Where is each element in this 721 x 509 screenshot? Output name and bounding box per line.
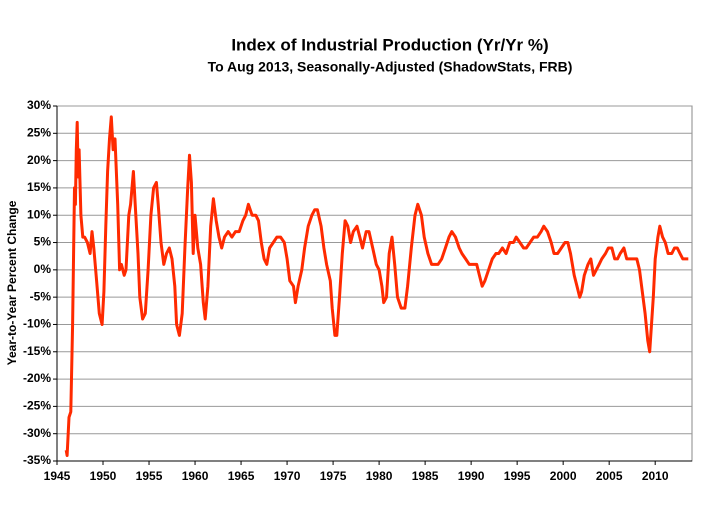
x-tick-label: 1985 — [412, 469, 439, 483]
y-tick-label: -15% — [23, 344, 51, 358]
y-tick-label: 5% — [34, 235, 52, 249]
x-tick-label: 1980 — [366, 469, 393, 483]
plot-area — [56, 105, 693, 462]
x-tick-label: 1960 — [182, 469, 209, 483]
data-line — [64, 115, 689, 457]
x-tick-label: 1970 — [274, 469, 301, 483]
x-tick-label: 2005 — [596, 469, 623, 483]
y-tick-label: 25% — [27, 125, 51, 139]
y-tick-label: -10% — [23, 317, 51, 331]
chart-title: Index of Industrial Production (Yr/Yr %) — [231, 35, 548, 54]
y-tick-label: 0% — [34, 262, 52, 276]
y-tick-label: -30% — [23, 426, 51, 440]
chart-subtitle: To Aug 2013, Seasonally-Adjusted (Shadow… — [208, 59, 573, 75]
x-tick-label: 1965 — [228, 469, 255, 483]
y-axis-label: Year-to-Year Percent Change — [5, 200, 19, 365]
x-tick-label: 1945 — [44, 469, 71, 483]
x-tick-label: 1955 — [136, 469, 163, 483]
y-tick-label: 30% — [27, 98, 51, 112]
y-tick-label: 20% — [27, 153, 51, 167]
y-tick-label: 10% — [27, 207, 51, 221]
x-tick-label: 1990 — [458, 469, 485, 483]
x-tick-label: 1975 — [320, 469, 347, 483]
y-tick-label: -5% — [30, 289, 52, 303]
x-tick-label: 2010 — [642, 469, 669, 483]
y-tick-label: -35% — [23, 453, 51, 467]
x-tick-label: 1995 — [504, 469, 531, 483]
y-tick-label: -20% — [23, 371, 51, 385]
x-tick-label: 2000 — [550, 469, 577, 483]
y-tick-label: 15% — [27, 180, 51, 194]
y-tick-label: -25% — [23, 399, 51, 413]
x-tick-label: 1950 — [90, 469, 117, 483]
